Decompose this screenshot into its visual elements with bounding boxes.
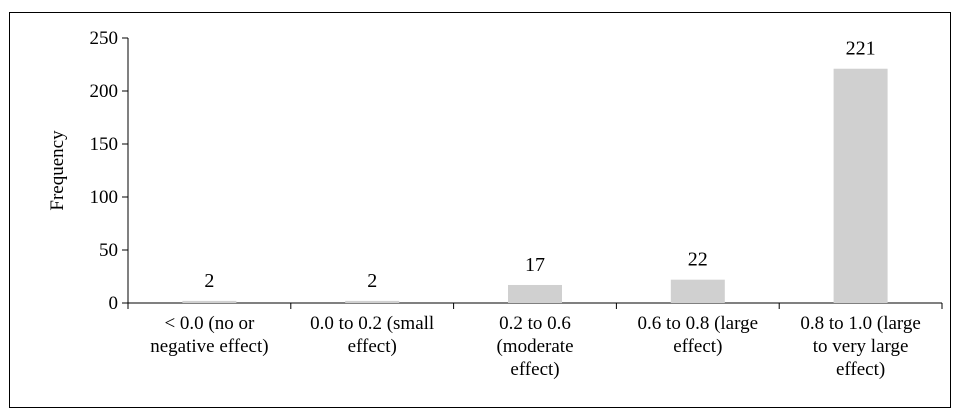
data-label: 2	[367, 270, 377, 292]
data-label: 22	[688, 249, 708, 271]
y-tick-label: 150	[90, 134, 119, 155]
y-axis: 0 50 100 150 200 250	[90, 28, 129, 314]
bars	[182, 68, 888, 304]
chart-frame	[9, 12, 951, 408]
y-tick-label: 0	[109, 293, 119, 314]
bar	[508, 284, 562, 303]
bar	[182, 300, 237, 303]
y-tick-label: 200	[90, 81, 119, 102]
x-category-label: 0.2 to 0.6 (moderate effect)	[496, 313, 573, 380]
x-category-label: 0.0 to 0.2 (small effect)	[310, 313, 434, 357]
data-label: 17	[525, 254, 545, 276]
x-category-label: 0.8 to 1.0 (large to very large effect)	[800, 313, 921, 380]
y-tick-label: 50	[99, 240, 118, 261]
y-axis-title: Frequency	[47, 130, 68, 211]
data-label: 221	[846, 38, 876, 60]
y-tick-label: 100	[90, 187, 119, 208]
bar	[345, 300, 400, 303]
x-axis: < 0.0 (no or negative effect) 0.0 to 0.2 (…	[127, 302, 943, 380]
bar	[833, 68, 888, 304]
x-category-label: < 0.0 (no or negative effect)	[150, 313, 268, 357]
data-label: 2	[204, 270, 214, 292]
x-category-label: 0.6 to 0.8 (large effect)	[638, 313, 759, 357]
y-tick-label: 250	[90, 28, 119, 49]
bar	[670, 279, 725, 303]
